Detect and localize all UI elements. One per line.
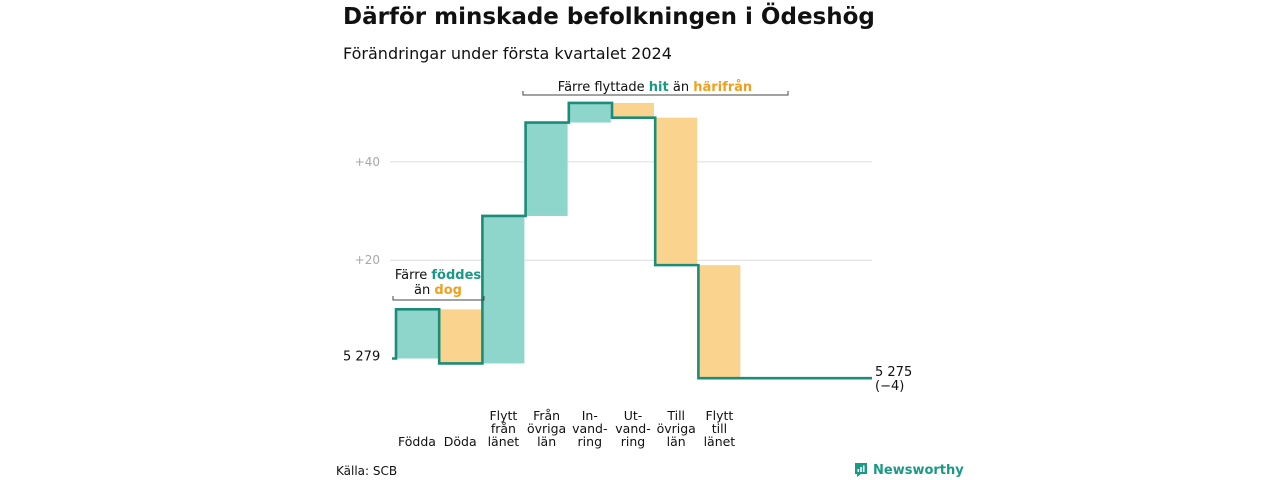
end-value-label: 5 275 (875, 365, 912, 380)
brand-logo: Newsworthy (854, 462, 964, 478)
category-label-line: Döda (444, 434, 477, 449)
source-note: Källa: SCB (336, 464, 398, 478)
category-label-line: Till (666, 408, 685, 423)
category-label: In-vand-ring (572, 408, 607, 449)
category-label-line: Från (533, 408, 560, 423)
category-label-line: län (667, 434, 686, 449)
births-bracket (392, 296, 485, 301)
category-label-line: Flytt (705, 408, 733, 423)
y-tick-label: +20 (355, 253, 380, 267)
waterfall-bar (525, 122, 568, 216)
category-label-line: In- (582, 408, 598, 423)
category-label-line: vand- (572, 421, 607, 436)
bars (396, 102, 741, 379)
category-label-line: övriga (527, 421, 566, 436)
category-label: Till övriga län (657, 408, 696, 449)
category-label: Från övriga län (527, 408, 566, 449)
category-label: Flytt från länet (488, 408, 520, 449)
migration-annotation: Färre flyttade hit än härifrån (558, 80, 752, 95)
category-label-line: Ut- (624, 408, 643, 423)
gridlines (390, 161, 872, 261)
births-annotation-line1: Färre föddes (395, 268, 482, 283)
category-label-line: vand- (615, 421, 650, 436)
waterfall-bar (612, 102, 654, 118)
category-label: Födda (398, 434, 436, 449)
annotation-text: Färre (395, 268, 432, 283)
chart-subtitle: Förändringar under första kvartalet 2024 (343, 44, 672, 63)
running-total-line (392, 101, 872, 380)
newsworthy-icon (855, 463, 867, 477)
category-label-line: Flytt (489, 408, 517, 423)
start-value-label: 5 279 (343, 350, 380, 365)
chart-title: Därför minskade befolkningen i Ödeshög (343, 4, 875, 30)
waterfall-bar (439, 309, 482, 364)
category-label-line: till (712, 421, 727, 436)
waterfall-bar (698, 265, 741, 379)
migration-bracket (522, 91, 789, 96)
category-label: Flytt till länet (704, 408, 736, 449)
end-change-label: (−4) (875, 379, 904, 394)
waterfall-bar (482, 215, 525, 364)
annotation-highlight: hit (649, 80, 669, 95)
annotation-text: än (414, 283, 434, 298)
waterfall-bar (396, 309, 438, 359)
annotation-highlight: härifrån (693, 80, 752, 95)
annotation-text: Färre flyttade (558, 80, 649, 95)
waterfall-bar (655, 117, 698, 266)
category-label-line: ring (578, 434, 602, 449)
category-label-line: länet (488, 434, 520, 449)
category-label: Ut-vand-ring (615, 408, 650, 449)
y-tick-label: +40 (355, 155, 380, 169)
brand-name: Newsworthy (873, 462, 964, 478)
category-label-line: Födda (398, 434, 436, 449)
running-total-path (392, 101, 872, 380)
category-label-line: övriga (657, 421, 696, 436)
category-label-line: län (537, 434, 556, 449)
category-label: Döda (444, 434, 477, 449)
annotation-text: än (669, 80, 693, 95)
category-label-line: ring (621, 434, 645, 449)
annotation-highlight: föddes (431, 268, 481, 283)
category-label-line: från (491, 421, 516, 436)
category-label-line: länet (704, 434, 736, 449)
annotation-highlight: dog (434, 283, 462, 298)
waterfall-bar (568, 102, 611, 123)
births-annotation-line2: än dog (414, 283, 462, 298)
